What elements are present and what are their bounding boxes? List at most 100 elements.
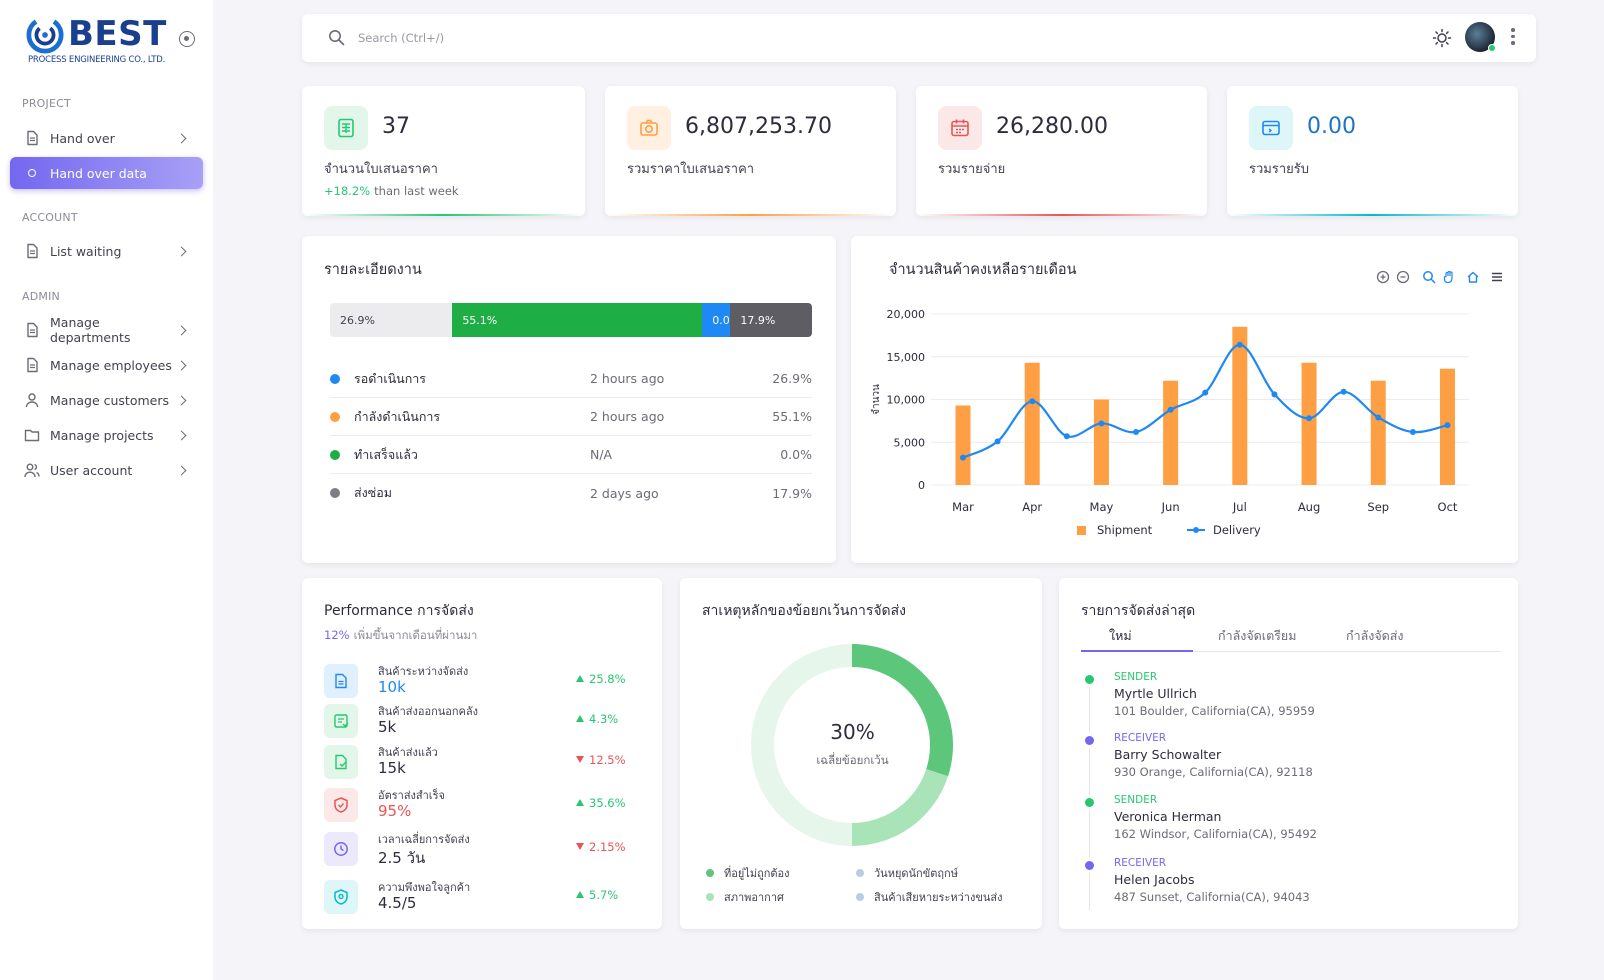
y-tick-label: 20,000	[887, 308, 926, 321]
chevron-right-icon	[176, 246, 187, 256]
x-tick-label: Jul	[1232, 500, 1247, 514]
calendar-icon	[938, 106, 982, 150]
timeline-item[interactable]: RECEIVER Barry Schowalter 930 Orange, Ca…	[1083, 732, 1463, 782]
exceptions-card: สาเหตุหลักของข้อยกเว้นการจัดส่ง 30% เฉลี…	[680, 578, 1042, 929]
perf-item-delivered: สินค้าส่งแล้ว 15k 12.5%	[324, 743, 626, 783]
stat-card-expenses: 26,280.00 รวมรายจ่าย	[916, 86, 1207, 216]
stat-accent-bar	[916, 214, 1207, 216]
chart-toolbar	[1376, 270, 1504, 284]
sun-icon[interactable]	[1432, 28, 1452, 48]
chevron-right-icon	[176, 430, 187, 440]
status-time: 2 hours ago	[590, 371, 665, 386]
inventory-chart-card: จำนวนสินค้าคงเหลือรายเดือน 0 5,000 10,000 1…	[851, 236, 1518, 563]
menu-icon[interactable]	[1490, 270, 1504, 284]
more-vertical-icon[interactable]	[1511, 28, 1515, 46]
status-dot	[330, 449, 340, 460]
stat-value: 6,807,253.70	[685, 114, 832, 139]
chevron-right-icon	[176, 395, 187, 405]
perf-label: เวลาเฉลี่ยการจัดส่ง	[378, 833, 470, 846]
point-delivery	[1063, 433, 1070, 440]
stat-label: รวมรายรับ	[1249, 162, 1309, 177]
brand[interactable]: BEST PROCESS ENGINEERING CO., LTD.	[26, 14, 167, 68]
chevron-right-icon	[176, 133, 187, 143]
status-percent: 17.9%	[772, 485, 812, 501]
legend-item: ที่อยู่ไม่ถูกต้อง	[706, 864, 790, 882]
brand-subtitle: PROCESS ENGINEERING CO., LTD.	[28, 55, 166, 65]
timeline-address: 162 Windsor, California(CA), 95492	[1114, 827, 1317, 841]
search-icon[interactable]	[328, 29, 345, 46]
perf-change: 2.15%	[576, 840, 626, 854]
perf-value: 15k	[378, 759, 406, 777]
sidebar-item-user-account[interactable]: User account	[10, 454, 203, 486]
performance-subtitle: 12% เพิ่มขึ้นจากเดือนที่ผ่านมา	[324, 627, 477, 645]
tab-shipping[interactable]: กำลังจัดส่ง	[1346, 628, 1404, 643]
sidebar-item-hand-over-data[interactable]: Hand over data	[10, 157, 203, 189]
point-delivery	[1409, 428, 1416, 435]
timeline-role: SENDER	[1114, 794, 1158, 806]
status-row: กำลังดำเนินการ 2 hours ago 55.1%	[330, 398, 812, 436]
growth-percent: 12%	[324, 628, 350, 642]
point-delivery	[1271, 391, 1278, 398]
donut-slice	[852, 769, 949, 846]
trend-percent: +18.2%	[324, 184, 371, 198]
stat-label: รวมรายจ่าย	[938, 162, 1006, 177]
status-percent: 55.1%	[772, 409, 812, 424]
point-delivery	[1236, 341, 1243, 348]
stat-accent-bar	[302, 214, 585, 216]
perf-value: 10k	[378, 678, 406, 696]
section-title-project: PROJECT	[22, 97, 71, 110]
status-time: 2 days ago	[590, 485, 659, 501]
pan-hand-icon[interactable]	[1442, 270, 1456, 284]
timeline-role: SENDER	[1114, 671, 1158, 683]
zoom-out-icon[interactable]	[1396, 270, 1410, 284]
legend-label-shipment: Shipment	[1097, 523, 1153, 537]
timeline-item[interactable]: RECEIVER Helen Jacobs 487 Sunset, Califo…	[1083, 857, 1463, 907]
sidebar-collapse-icon[interactable]	[179, 31, 195, 47]
sidebar-item-manage-customers[interactable]: Manage customers	[10, 384, 203, 416]
timeline-item[interactable]: SENDER Veronica Herman 162 Windsor, Cali…	[1083, 794, 1463, 844]
stat-card-quotation-total: 6,807,253.70 รวมราคาใบเสนอราคา	[605, 86, 896, 216]
zoom-in-icon[interactable]	[1376, 270, 1390, 284]
perf-change: 12.5%	[576, 753, 626, 767]
sidebar-item-label: Hand over data	[50, 165, 147, 181]
reset-home-icon[interactable]	[1466, 270, 1480, 284]
timeline-dot	[1085, 736, 1094, 745]
tab-preparing[interactable]: กำลังจัดเตรียม	[1218, 628, 1297, 643]
status-progress-bar: 26.9% 55.1% 0.0% 17.9%	[330, 303, 812, 337]
sidebar-item-manage-departments[interactable]: Manage departments	[10, 314, 203, 346]
sidebar-item-label: Manage customers	[50, 392, 170, 408]
brand-name: BEST	[68, 14, 167, 54]
x-tick-label: Aug	[1298, 500, 1320, 514]
box-out-icon	[324, 704, 358, 738]
progress-segment-in-progress: 55.1%	[452, 303, 703, 337]
sidebar-item-label: Manage employees	[50, 357, 172, 373]
document-icon	[24, 357, 40, 373]
sidebar-item-label: List waiting	[50, 243, 122, 259]
selection-zoom-icon[interactable]	[1422, 270, 1436, 284]
sidebar-item-hand-over[interactable]: Hand over	[10, 122, 203, 154]
camera-icon	[627, 106, 671, 150]
spreadsheet-icon	[324, 106, 368, 150]
timeline-item[interactable]: SENDER Myrtle Ullrich 101 Boulder, Calif…	[1083, 671, 1463, 721]
bar-shipment	[1301, 362, 1317, 485]
search-input[interactable]	[358, 28, 858, 48]
y-tick-label: 5,000	[894, 436, 926, 449]
sidebar-item-manage-employees[interactable]: Manage employees	[10, 349, 203, 381]
timeline-name: Veronica Herman	[1114, 809, 1222, 824]
point-delivery	[1444, 422, 1451, 429]
timeline-role: RECEIVER	[1114, 857, 1167, 869]
point-delivery	[1133, 428, 1140, 435]
sidebar-item-list-waiting[interactable]: List waiting	[10, 235, 203, 267]
tab-new[interactable]: ใหม่	[1109, 628, 1132, 643]
status-row: ส่งซ่อม 2 days ago 17.9%	[330, 474, 812, 512]
sidebar-item-manage-projects[interactable]: Manage projects	[10, 419, 203, 451]
card-title: สาเหตุหลักของข้อยกเว้นการจัดส่ง	[702, 603, 907, 619]
timeline-name: Myrtle Ullrich	[1114, 686, 1197, 701]
document-icon	[24, 322, 40, 338]
perf-label: อัตราส่งสำเร็จ	[378, 789, 445, 802]
status-name: กำลังดำเนินการ	[354, 408, 441, 424]
chevron-right-icon	[176, 325, 187, 335]
perf-label: สินค้าส่งแล้ว	[378, 746, 438, 759]
stat-accent-bar	[605, 214, 896, 216]
card-icon	[1249, 106, 1293, 150]
